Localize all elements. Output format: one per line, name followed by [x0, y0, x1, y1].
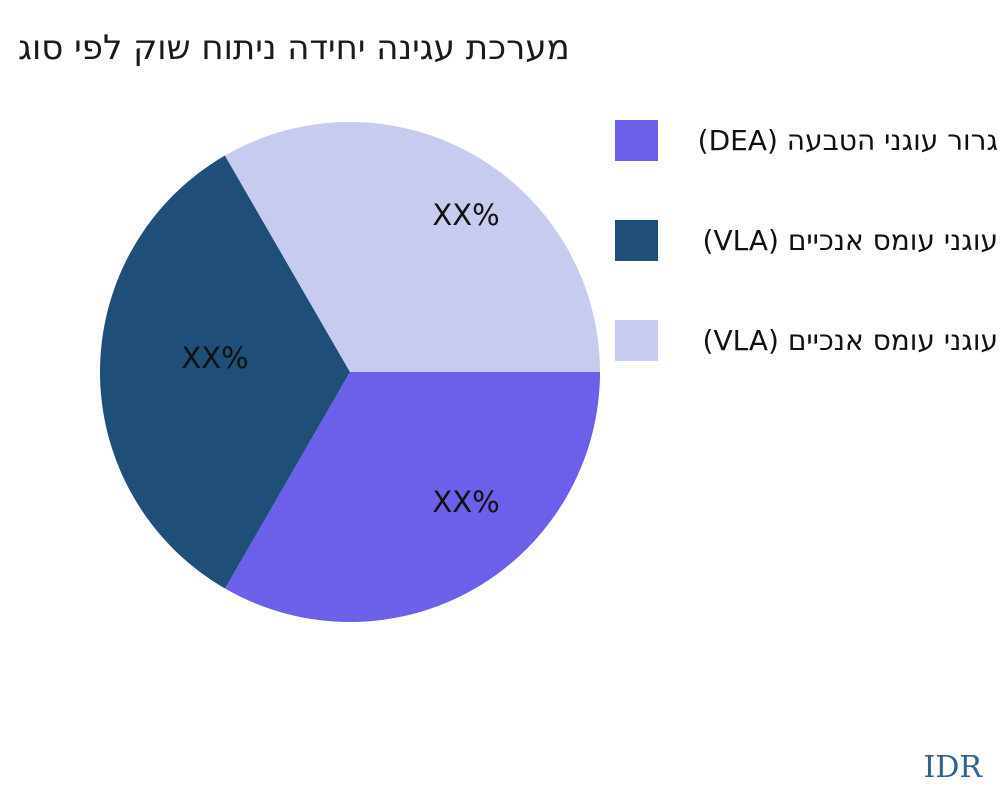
watermark-idr: IDR	[923, 750, 983, 785]
legend-label: עוגני עומס אנכיים (VLA)	[702, 224, 998, 257]
pie-slice	[100, 155, 351, 589]
legend-label: גרור עוגני הטבעה (DEA)	[697, 124, 998, 157]
legend-label: עוגני עומס אנכיים (VLA)	[702, 324, 998, 357]
pie-slice-percent-label: XX%	[181, 341, 249, 375]
legend-swatch	[615, 120, 658, 161]
chart-title: מערכת עגינה יחידה ניתוח שוק לפי סוג	[18, 28, 570, 68]
pie-slice	[224, 122, 600, 373]
legend-swatch	[615, 320, 658, 361]
pie-slice	[225, 372, 601, 622]
pie-slice-percent-label: XX%	[432, 485, 500, 519]
pie-slice-percent-label: XX%	[432, 198, 500, 232]
legend-swatch	[615, 220, 658, 261]
